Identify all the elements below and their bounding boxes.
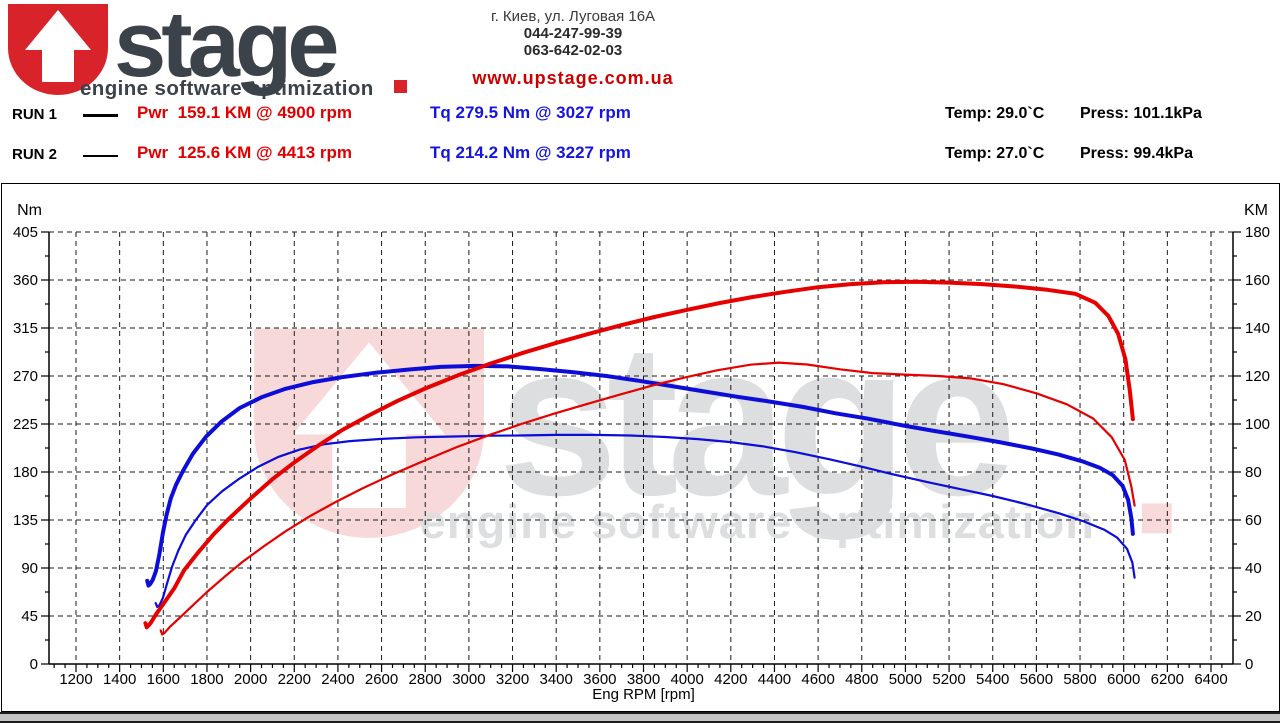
run2-temperature: Temp: 27.0`C [945, 145, 1045, 162]
svg-text:1400: 1400 [103, 671, 136, 688]
svg-text:360: 360 [13, 272, 38, 289]
axis-labels: 1200 1400 1600 1800 2000 2200 2400 2600 2800 3000… [13, 202, 1270, 703]
address-line-1: г. Киев, ул. Луговая 16А [490, 8, 656, 25]
svg-text:4400: 4400 [758, 671, 791, 688]
logo-tagline-text: engine software optimization [420, 495, 1095, 548]
svg-text:6000: 6000 [1107, 671, 1140, 688]
run1-pressure: Press: 101.1kPa [1080, 105, 1202, 122]
phone-number-1: 044-247-99-39 [523, 25, 623, 42]
svg-text:60: 60 [1245, 512, 1262, 529]
svg-text:5400: 5400 [976, 671, 1009, 688]
svg-text:1600: 1600 [147, 671, 180, 688]
svg-text:2200: 2200 [278, 671, 311, 688]
svg-text:45: 45 [21, 608, 38, 625]
curve-run2-power [159, 361, 1136, 636]
svg-text:40: 40 [1245, 560, 1262, 577]
svg-text:4600: 4600 [801, 671, 834, 688]
svg-text:2400: 2400 [321, 671, 354, 688]
svg-text:90: 90 [21, 560, 38, 577]
svg-text:4800: 4800 [845, 671, 878, 688]
svg-text:6400: 6400 [1194, 671, 1227, 688]
svg-text:315: 315 [13, 320, 38, 337]
svg-text:180: 180 [1245, 224, 1270, 241]
website-link[interactable]: www.upstage.com.ua [472, 68, 674, 88]
svg-text:3600: 3600 [583, 671, 616, 688]
run2-power-readout: Pwr 125.6 KM @ 4413 rpm [137, 143, 353, 162]
svg-text:120: 120 [1245, 368, 1270, 385]
svg-text:100: 100 [1245, 416, 1270, 433]
run1-label: RUN 1 [12, 106, 58, 123]
svg-text:2800: 2800 [409, 671, 442, 688]
svg-text:2600: 2600 [365, 671, 398, 688]
svg-text:3200: 3200 [496, 671, 529, 688]
svg-text:0: 0 [30, 656, 38, 673]
run1-power-readout: Pwr 159.1 KM @ 4900 rpm [137, 103, 353, 122]
svg-text:0: 0 [1245, 656, 1253, 673]
window-bottom-edge [0, 712, 1280, 723]
svg-text:4200: 4200 [714, 671, 747, 688]
x-axis-title: Eng RPM [rpm] [592, 686, 695, 703]
svg-text:KM: KM [1244, 202, 1268, 219]
svg-text:Nm: Nm [17, 202, 42, 219]
svg-text:140: 140 [1245, 320, 1270, 337]
logo-red-square [394, 80, 407, 93]
svg-text:5000: 5000 [889, 671, 922, 688]
svg-text:20: 20 [1245, 608, 1262, 625]
run1-temperature: Temp: 29.0`C [945, 105, 1045, 122]
svg-text:5200: 5200 [932, 671, 965, 688]
logo-red-square [1141, 503, 1172, 534]
run2-label: RUN 2 [12, 146, 58, 163]
curve-run1-torque [145, 363, 1135, 588]
logo-up-arrow-icon [293, 342, 445, 508]
logo-brand-text: stage [114, 2, 337, 96]
run1-legend-row: RUN 1 Pwr 159.1 KM @ 4900 rpm Tq 279.5 N… [0, 103, 1280, 129]
svg-text:3000: 3000 [452, 671, 485, 688]
run1-line-sample [83, 114, 118, 117]
svg-text:180: 180 [13, 464, 38, 481]
logo-tagline-text: engine software optimization [80, 77, 374, 100]
header-logo: stage engine software optimization [8, 0, 418, 100]
run1-torque-readout: Tq 279.5 Nm @ 3027 rpm [430, 103, 631, 122]
curve-run1-power [143, 279, 1135, 630]
svg-text:4000: 4000 [670, 671, 703, 688]
run2-line-sample [83, 155, 118, 157]
svg-text:3800: 3800 [627, 671, 660, 688]
run2-legend-row: RUN 2 Pwr 125.6 KM @ 4413 rpm Tq 214.2 N… [0, 143, 1280, 169]
address-block: г. Киев, ул. Луговая 16А 044-247-99-39 0… [423, 8, 723, 59]
svg-text:80: 80 [1245, 464, 1262, 481]
svg-text:160: 160 [1245, 272, 1270, 289]
run2-pressure: Press: 99.4kPa [1080, 145, 1193, 162]
axis-ticks [41, 231, 1241, 672]
svg-text:405: 405 [13, 224, 38, 241]
svg-text:225: 225 [13, 416, 38, 433]
logo-brand-text: stage [498, 298, 1010, 540]
svg-text:3400: 3400 [540, 671, 573, 688]
svg-text:5800: 5800 [1063, 671, 1096, 688]
svg-text:1800: 1800 [190, 671, 223, 688]
svg-text:6200: 6200 [1151, 671, 1184, 688]
svg-text:135: 135 [13, 512, 38, 529]
svg-text:1200: 1200 [59, 671, 92, 688]
dyno-chart-panel: stage engine software optimization 1200 140… [1, 183, 1280, 712]
curve-run2-torque [154, 433, 1136, 608]
run2-torque-readout: Tq 214.2 Nm @ 3227 rpm [430, 143, 631, 162]
svg-text:2000: 2000 [234, 671, 267, 688]
svg-text:5600: 5600 [1020, 671, 1053, 688]
logo-up-arrow-icon [25, 10, 91, 82]
svg-text:270: 270 [13, 368, 38, 385]
phone-number-2: 063-642-02-03 [523, 42, 623, 59]
